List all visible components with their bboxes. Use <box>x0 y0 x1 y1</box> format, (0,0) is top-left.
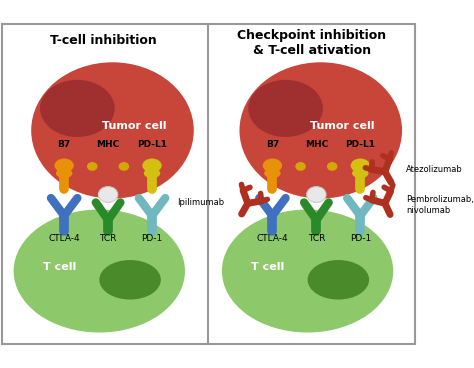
Text: Ipilimumab: Ipilimumab <box>177 198 224 207</box>
Text: T cell: T cell <box>43 262 76 272</box>
Text: Pembrolizumab,
nivolumab: Pembrolizumab, nivolumab <box>406 195 474 215</box>
Ellipse shape <box>31 62 194 198</box>
Ellipse shape <box>327 162 337 171</box>
Ellipse shape <box>100 260 161 300</box>
Text: MHC: MHC <box>305 140 328 149</box>
Ellipse shape <box>264 168 281 178</box>
Ellipse shape <box>239 62 402 198</box>
Text: Checkpoint inhibition
& T-cell ativation: Checkpoint inhibition & T-cell ativation <box>237 29 386 57</box>
Text: B7: B7 <box>57 140 71 149</box>
Ellipse shape <box>295 162 306 171</box>
Text: CTLA-4: CTLA-4 <box>48 234 80 243</box>
Ellipse shape <box>40 80 115 137</box>
Text: Tumor cell: Tumor cell <box>310 121 375 131</box>
Text: Atezolizumab: Atezolizumab <box>406 166 463 174</box>
Text: PD-1: PD-1 <box>350 234 371 243</box>
Ellipse shape <box>263 159 282 173</box>
Text: TCR: TCR <box>308 234 325 243</box>
Text: MHC: MHC <box>97 140 120 149</box>
Ellipse shape <box>307 187 326 202</box>
Ellipse shape <box>118 162 129 171</box>
Ellipse shape <box>87 162 98 171</box>
Text: CTLA-4: CTLA-4 <box>256 234 288 243</box>
Ellipse shape <box>351 159 370 173</box>
Ellipse shape <box>56 168 73 178</box>
Ellipse shape <box>99 187 118 202</box>
Text: B7: B7 <box>266 140 279 149</box>
Ellipse shape <box>222 209 393 333</box>
Text: T cell: T cell <box>251 262 285 272</box>
Ellipse shape <box>142 159 162 173</box>
Ellipse shape <box>55 159 74 173</box>
Text: TCR: TCR <box>100 234 117 243</box>
Ellipse shape <box>144 168 160 178</box>
Ellipse shape <box>14 209 185 333</box>
Ellipse shape <box>352 168 368 178</box>
Ellipse shape <box>248 80 323 137</box>
Text: Tumor cell: Tumor cell <box>102 121 167 131</box>
Text: PD-L1: PD-L1 <box>137 140 167 149</box>
Text: PD-1: PD-1 <box>141 234 163 243</box>
Text: PD-L1: PD-L1 <box>345 140 375 149</box>
Ellipse shape <box>308 260 369 300</box>
Text: T-cell inhibition: T-cell inhibition <box>50 34 157 47</box>
